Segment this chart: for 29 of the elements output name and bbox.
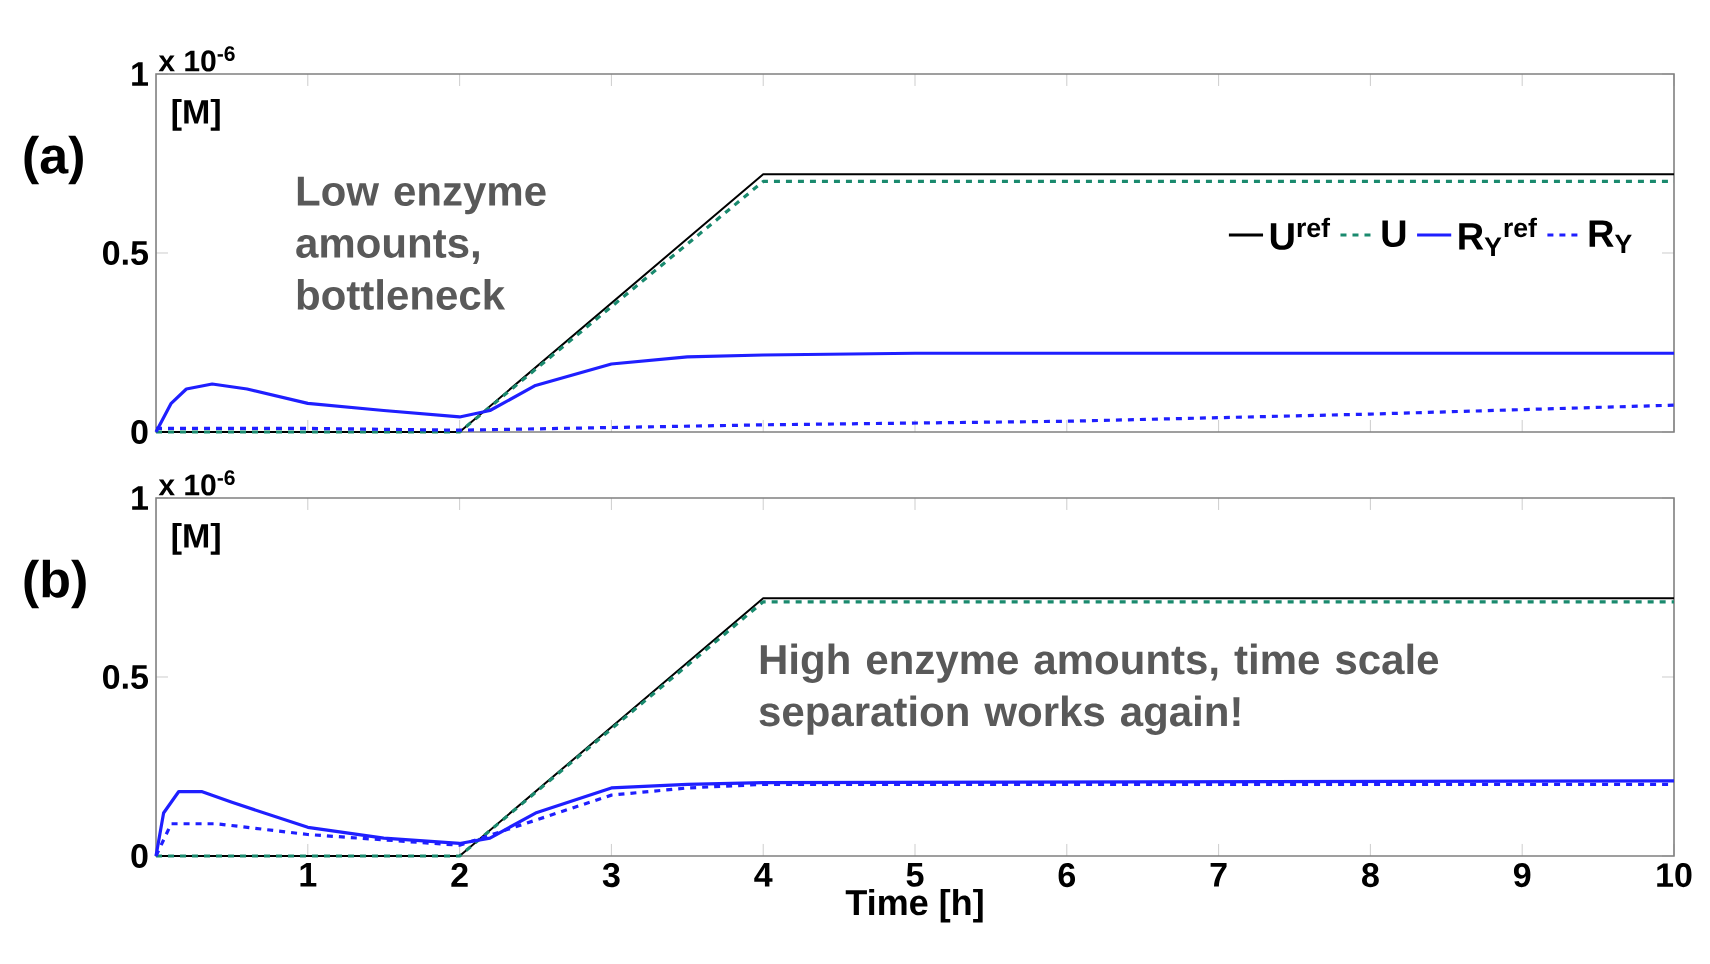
text: (b)	[24, 559, 86, 609]
x-tick-label: 2	[451, 863, 468, 887]
y-axis-title: [M]	[172, 522, 220, 555]
annotation: High enzyme amounts, time scale separation works again!	[759, 643, 1439, 735]
x-tick-label: 7	[1210, 863, 1227, 887]
x-tick-label: 1	[300, 863, 317, 887]
legend-label: R$_{Y}$	[1589, 220, 1632, 254]
x-tick-label: 4	[754, 863, 773, 887]
y-tick-label: 0.5	[103, 240, 149, 266]
legend-label: R$_{Y}$ref	[1459, 217, 1537, 256]
x-tick-label: 10	[1657, 863, 1692, 888]
y-tick-label: 1	[132, 62, 149, 86]
y-tick-label: 1	[132, 486, 149, 510]
annotation: Low enzyme amounts, bottleneck	[296, 176, 546, 310]
y-tick-label: 0.5	[103, 664, 149, 690]
legend-label: U	[1382, 220, 1406, 248]
legend-label: U$^{ref}$	[1270, 217, 1331, 250]
text: (a)	[24, 135, 83, 185]
x-tick-label: 9	[1513, 863, 1531, 888]
x-tick-label: 8	[1362, 863, 1379, 888]
x-tick-label: 6	[1058, 863, 1076, 888]
text: x 10$^{-6}$	[158, 46, 235, 72]
x-tick-label: 3	[602, 863, 620, 888]
y-tick-label: 0	[131, 419, 148, 445]
y-axis-title: [M]	[172, 98, 220, 131]
y-tick-label: 0	[131, 843, 148, 869]
x-axis-title: Time [h]	[845, 888, 983, 923]
text: x 10$^{-6}$	[158, 470, 235, 496]
x-tick-label: 5	[906, 863, 924, 887]
